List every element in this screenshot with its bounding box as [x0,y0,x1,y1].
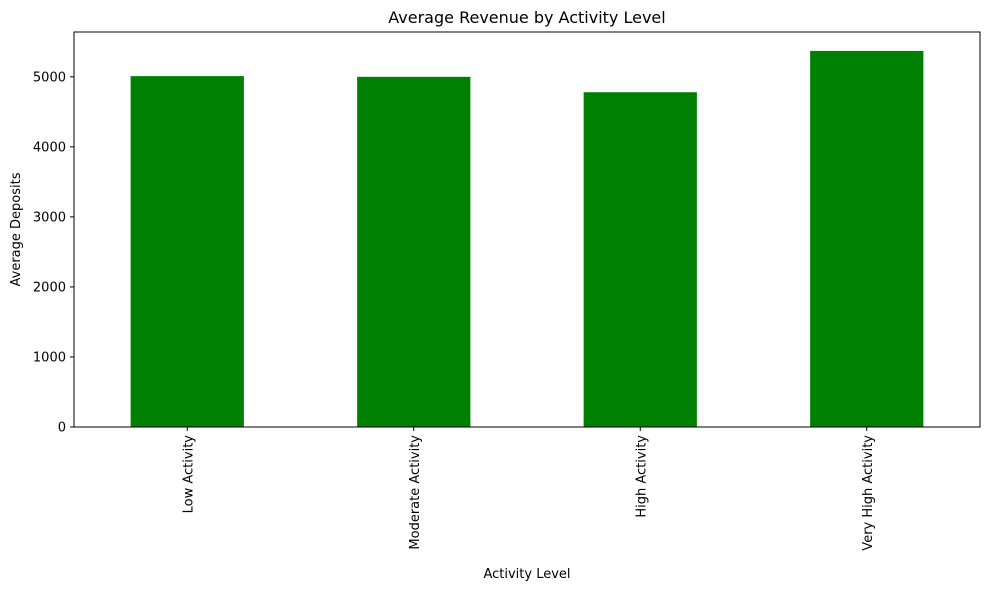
y-tick-label: 3000 [33,210,66,225]
bar-very-high-activity [810,50,924,427]
y-tick-label: 2000 [33,280,66,295]
y-axis: 0 1000 2000 3000 4000 5000 [33,70,74,436]
y-tick-label: 0 [58,421,66,436]
bar-low-activity [130,76,244,428]
y-tick-label: 5000 [33,70,66,85]
x-tick-label: Moderate Activity [408,435,423,550]
x-tick-label: Low Activity [181,435,196,514]
x-axis: Low Activity Moderate Activity High Activi… [181,427,876,551]
bar-moderate-activity [357,76,471,427]
x-axis-label: Activity Level [483,567,570,582]
chart-title: Average Revenue by Activity Level [388,8,665,27]
y-tick-label: 1000 [33,350,66,365]
y-axis-label: Average Deposits [9,172,24,286]
y-tick-label: 4000 [33,140,66,155]
bars-layer [130,50,924,428]
x-tick-label: Very High Activity [861,435,876,551]
bar-high-activity [583,92,697,427]
plot-frame [73,31,981,428]
x-tick-label: High Activity [634,435,649,518]
